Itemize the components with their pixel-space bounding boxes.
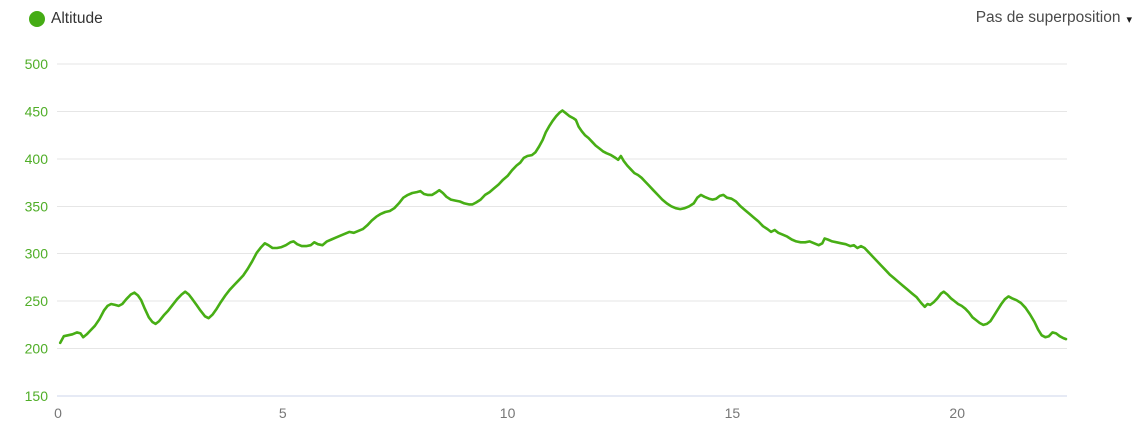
y-tick-label: 450 [25,103,49,119]
legend-marker-icon [29,11,45,27]
overlay-dropdown[interactable]: Pas de superposition ▾ [976,9,1132,27]
altitude-series-line[interactable] [58,109,1068,345]
y-tick-label: 400 [25,151,49,167]
chevron-down-icon: ▾ [1126,13,1132,26]
y-tick-label: 250 [25,293,49,309]
x-tick-label: 10 [500,405,516,421]
x-tick-label: 15 [725,405,741,421]
x-tick-label: 5 [279,405,287,421]
y-tick-label: 200 [25,341,49,357]
x-tick-label: 0 [54,405,62,421]
y-tick-label: 300 [25,246,49,262]
y-tick-label: 350 [25,198,49,214]
legend-label: Altitude [51,10,103,27]
legend-item-altitude[interactable]: Altitude [29,10,103,28]
overlay-dropdown-label: Pas de superposition [975,9,1121,26]
y-tick-label: 150 [25,388,49,404]
y-tick-label: 500 [25,56,49,72]
x-tick-label: 20 [949,405,965,421]
